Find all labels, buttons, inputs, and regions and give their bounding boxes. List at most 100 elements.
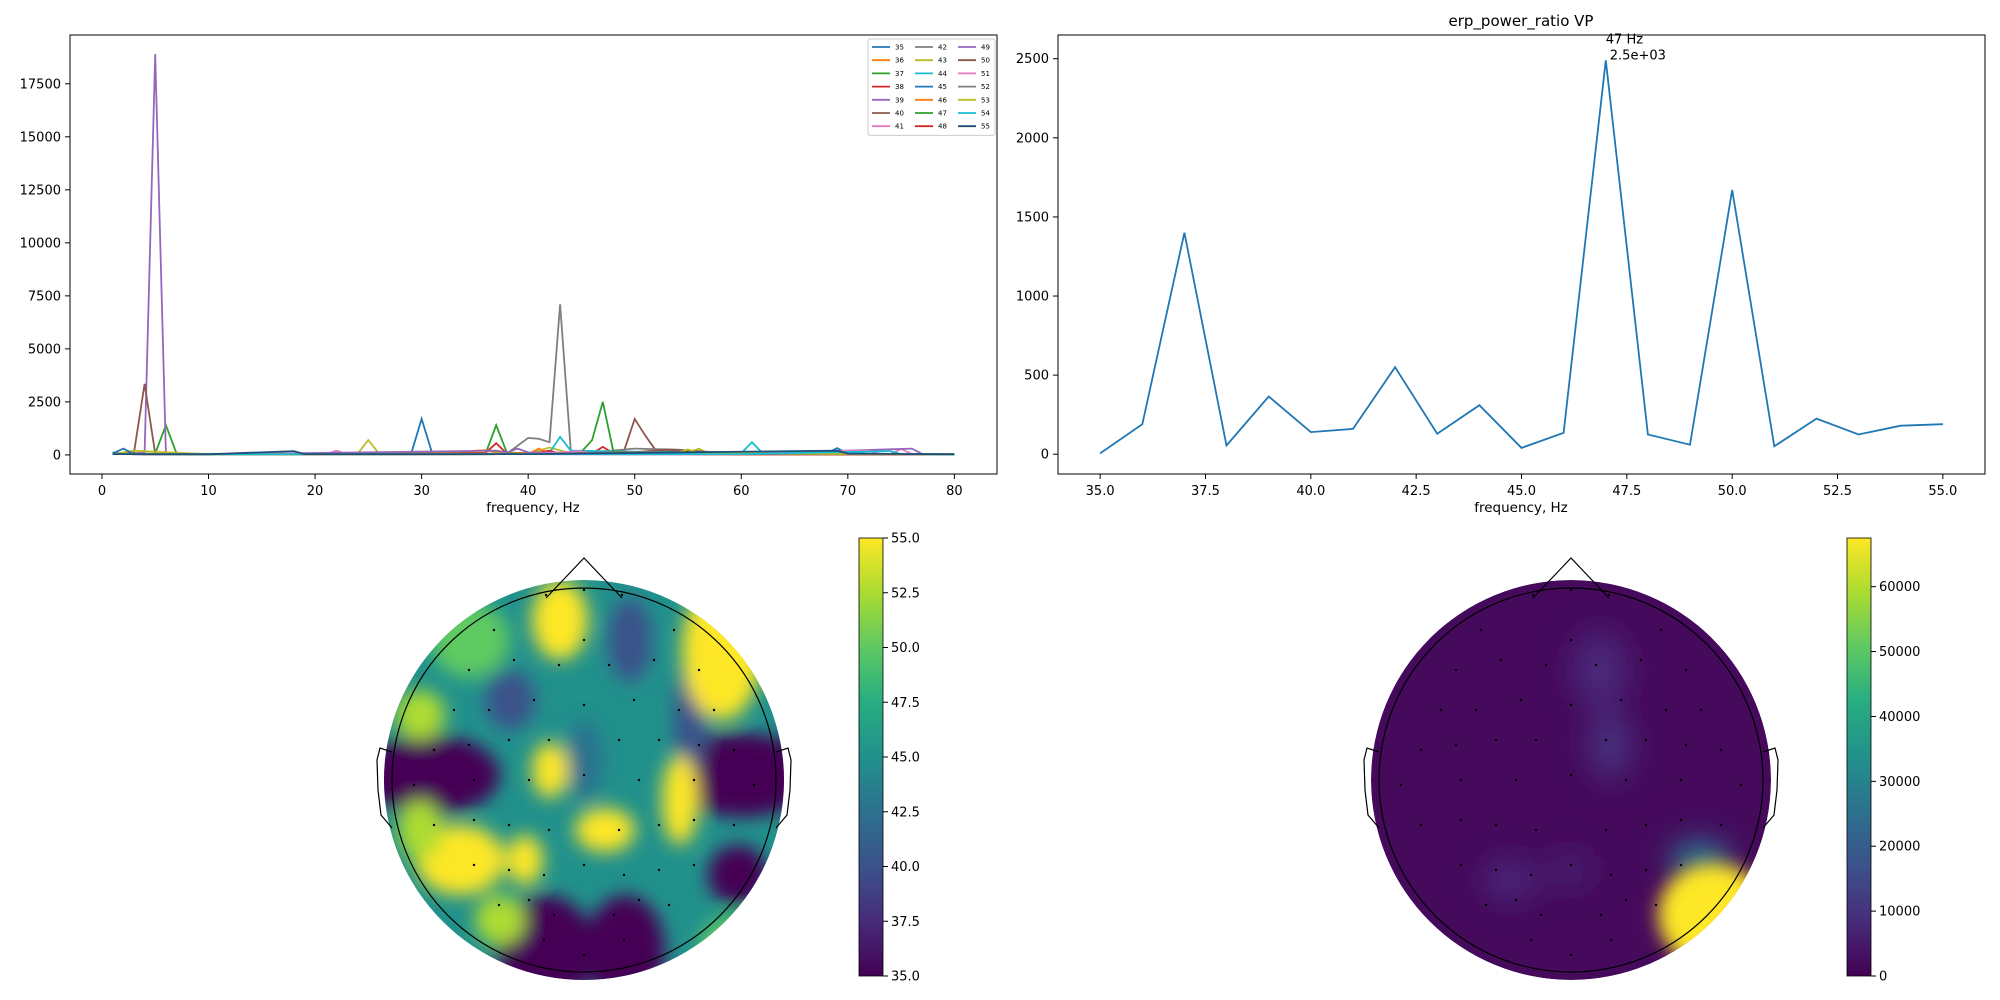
sensor-dot — [1454, 743, 1458, 747]
colorbar-tick-label: 42.5 — [891, 805, 920, 820]
colorbar-tick-label: 20000 — [1879, 840, 1920, 855]
sensor-dot — [1699, 708, 1703, 712]
sensor-dot — [692, 778, 696, 782]
sensor-dot — [712, 708, 716, 712]
sensor-dot — [1534, 738, 1538, 742]
legend-entry-label: 46 — [938, 96, 947, 104]
sensor-dot — [1419, 823, 1423, 827]
sensor-dot — [472, 778, 476, 782]
sensor-dot — [1514, 778, 1518, 782]
colorbar-tick-label: 35.0 — [891, 970, 920, 985]
power-ratio-x-ticks: 35.0 37.5 40.0 42.5 45.0 47.5 50.0 52.5 55.0 — [1086, 474, 1957, 499]
sensor-dot — [472, 863, 476, 867]
sensor-dot — [1479, 628, 1483, 632]
head-outline — [391, 587, 777, 973]
sensor-dot — [607, 663, 611, 667]
colorbar-right-gradient — [1846, 537, 1872, 977]
sensor-dot — [1684, 668, 1688, 672]
power-ratio-y-ticks: 0 500 1000 1500 2000 2500 — [1016, 52, 1058, 463]
sensor-dot — [532, 698, 536, 702]
colorbar-tick-label: 60000 — [1879, 580, 1920, 595]
y-tick-label: 15000 — [20, 130, 61, 145]
legend-entry-label: 41 — [895, 123, 904, 131]
sensor-dot — [1719, 823, 1723, 827]
colorbar-tick-label: 47.5 — [891, 696, 920, 711]
sensor-dot — [542, 873, 546, 877]
sensor-dot — [1439, 708, 1443, 712]
sensor-dot — [1494, 868, 1498, 872]
left-ear-icon — [1363, 747, 1380, 829]
colorbar-left: 35.0 37.5 40.0 42.5 45.0 47.5 50.0 52.5 55.0 — [858, 532, 920, 985]
sensor-dot — [617, 828, 621, 832]
sensor-dot — [497, 903, 501, 907]
colorbar-tick-label: 45.0 — [891, 751, 920, 766]
sensor-dot — [1624, 778, 1628, 782]
sensor-dot — [512, 658, 516, 662]
sensor-dot — [692, 818, 696, 822]
sensor-dot — [547, 738, 551, 742]
colorbar-tick-label: 50000 — [1879, 645, 1920, 660]
sensor-dot — [507, 823, 511, 827]
colorbar-right-ticks: 0 10000 20000 30000 40000 50000 60000 — [1871, 580, 1920, 985]
colorbar-tick-label: 30000 — [1879, 775, 1920, 790]
legend-entry-label: 45 — [938, 83, 947, 91]
y-tick-label: 1000 — [1016, 290, 1049, 305]
sensor-dot — [582, 638, 586, 642]
legend-entry-label: 51 — [981, 70, 990, 78]
sensor-dot — [1639, 658, 1643, 662]
sensor-dot — [412, 783, 416, 787]
sensor-dot — [1624, 898, 1628, 902]
sensor-dot — [732, 823, 736, 827]
colorbar-tick-label: 0 — [1879, 970, 1887, 985]
sensor-dot — [1529, 938, 1533, 942]
sensor-dot — [1644, 738, 1648, 742]
sensor-dot — [1569, 703, 1573, 707]
sensor-dot — [1399, 783, 1403, 787]
sensor-dot — [1569, 588, 1573, 592]
right-ear-icon — [775, 747, 792, 829]
sensor-dot — [732, 748, 736, 752]
legend-entry-label: 43 — [938, 57, 947, 65]
topomap-left — [376, 557, 792, 980]
sensor-dot — [1494, 823, 1498, 827]
sensor-dot — [697, 668, 701, 672]
colorbar-tick-label: 40000 — [1879, 710, 1920, 725]
sensor-dot — [667, 903, 671, 907]
sensor-dot — [1619, 698, 1623, 702]
sensor-dot — [657, 738, 661, 742]
x-tick-label: 45.0 — [1507, 484, 1536, 499]
x-tick-label: 30 — [413, 484, 430, 499]
sensor-dot — [1531, 593, 1535, 597]
power-ratio-panel: erp_power_ratio VP 35.0 37.5 40.0 42.5 45.0 4… — [1016, 12, 1986, 516]
sensor-dot — [617, 738, 621, 742]
x-tick-label: 70 — [840, 484, 857, 499]
sensor-dot — [1569, 773, 1573, 777]
sensor-dot — [507, 868, 511, 872]
sensor-dot — [1604, 738, 1608, 742]
sensor-dot — [1484, 903, 1488, 907]
legend-entry-label: 39 — [895, 96, 904, 104]
x-tick-label: 55.0 — [1928, 484, 1957, 499]
peak-annotation-value: 2.5e+03 — [1610, 48, 1666, 63]
sensor-dot — [1679, 863, 1683, 867]
x-tick-label: 80 — [946, 484, 963, 499]
y-tick-label: 7500 — [28, 289, 61, 304]
sensor-dot — [552, 913, 556, 917]
sensor-dots — [412, 588, 756, 957]
legend-entry-label: 40 — [895, 110, 904, 118]
psd-x-axis-label: frequency, Hz — [486, 500, 580, 516]
sensor-dot — [527, 898, 531, 902]
peak-annotation-frequency: 47 Hz — [1606, 32, 1643, 47]
sensor-dot — [1499, 658, 1503, 662]
sensor-dot — [1594, 663, 1598, 667]
nose-icon — [1532, 557, 1610, 599]
sensor-dot — [612, 913, 616, 917]
psd-y-ticks: 0 2500 5000 7500 10000 12500 15000 17500 — [20, 77, 70, 463]
y-tick-label: 5000 — [28, 342, 61, 357]
sensor-dot — [582, 863, 586, 867]
sensor-dot — [622, 873, 626, 877]
sensor-dot — [657, 823, 661, 827]
sensor-dot — [1514, 898, 1518, 902]
sensor-dot — [622, 938, 626, 942]
